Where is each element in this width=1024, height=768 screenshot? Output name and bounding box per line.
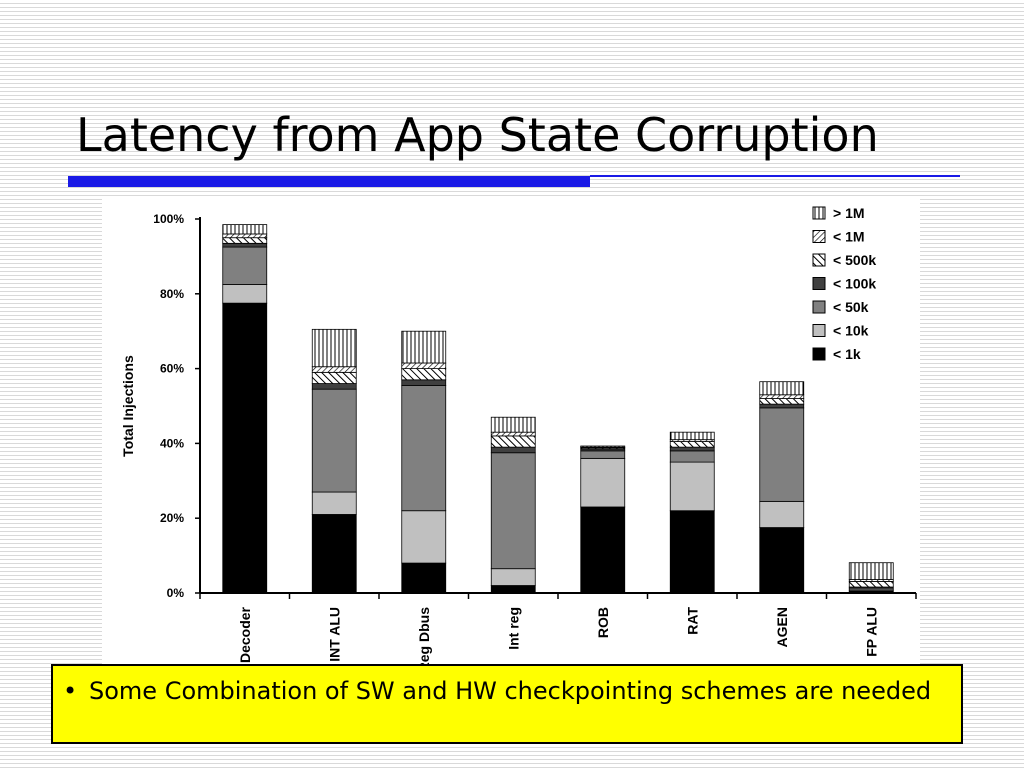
bar-segment [848,581,894,588]
x-category-label: ROB [595,607,611,638]
legend-swatch [812,347,826,361]
legend-label: > 1M [833,205,865,221]
bar-segment [580,445,626,448]
legend-label: < 10k [833,323,869,339]
bar-segment [222,302,268,594]
legend-label: < 500k [833,252,876,268]
bar-segment [759,398,805,405]
title-underline-thick [68,176,590,187]
y-tick-label: 40% [160,436,184,450]
bar-segment [311,491,357,515]
title-underline-thin [590,175,960,177]
bar-segment [669,461,715,512]
bar-segment [401,330,447,364]
bar-segment [759,394,805,399]
bar-segment [401,510,447,564]
legend-label: < 1M [833,229,865,245]
bar-segment [669,510,715,594]
bar-segment [490,416,536,433]
bullet-marker: • [63,677,78,705]
bar-segment [401,385,447,512]
x-category-label: Decoder [237,606,253,663]
legend-label: < 100k [833,276,876,292]
bar-segment [848,562,894,580]
bar-segment [311,388,357,493]
y-axis-title: Total Injections [120,355,136,457]
bar-segment [759,407,805,502]
bar-segment [401,379,447,386]
legend-swatch [812,230,826,243]
bar-segment [222,237,268,244]
bar-segment [759,403,805,409]
x-category-label: RAT [684,607,700,635]
bar-segment [759,527,805,594]
legend-swatch [812,300,826,314]
bar-segment [669,441,715,448]
bar-segment [311,383,357,390]
x-category-label: Int reg [505,607,521,650]
bullet-text: Some Combination of SW and HW checkpoint… [89,677,932,705]
bar-segment [669,431,715,441]
bar-segment [222,224,268,235]
y-tick-label: 0% [167,586,185,600]
bar-segment [311,514,357,594]
bar-segment [490,452,536,570]
bar-segment [222,284,268,304]
bar-segment [490,568,536,586]
bar-segment [401,562,447,594]
bar-segment [490,435,536,448]
bar-segment [669,446,715,452]
y-tick-label: 60% [160,362,184,376]
x-category-label: Reg Dbus [416,607,432,666]
bar-segment [222,242,268,248]
y-tick-label: 80% [160,287,184,301]
bar-segment [401,362,447,370]
bar-segment [759,381,805,396]
chart-panel: 0% 20% 40% 60% 80% 100% Total Injections Decode… [102,196,920,666]
slide-title: Latency from App State Corruption [76,108,879,162]
y-tick-label: 100% [153,212,184,226]
legend-label: < 50k [833,299,869,315]
bar-segment [580,457,626,508]
stacked-bar-chart: 0% 20% 40% 60% 80% 100% Total Injections Decode… [120,205,917,666]
legend-swatch [812,277,826,290]
x-category-label: AGEN [774,607,790,647]
bar-segment [222,246,268,285]
callout-box: • Some Combination of SW and HW checkpoi… [51,664,963,744]
legend-swatch [812,206,826,220]
bar-segment [311,366,357,373]
bar-segment [222,233,268,239]
bar-segment [401,368,447,381]
bar-segment [759,500,805,528]
bar-segment [669,450,715,463]
legend-swatch [812,324,826,337]
bar-segment [311,371,357,384]
bar-segment [580,506,626,594]
bar-segment [490,585,536,594]
y-tick-label: 20% [160,511,184,525]
legend-swatch [812,253,826,267]
bullet-item: • Some Combination of SW and HW checkpoi… [63,676,947,707]
legend-label: < 1k [833,346,861,362]
bar-segment [490,431,536,437]
bar-segment [490,446,536,454]
bar-segment [580,450,626,459]
x-category-label: FP ALU [863,607,879,657]
x-category-label: INT ALU [326,607,342,662]
bar-segment [311,328,357,368]
